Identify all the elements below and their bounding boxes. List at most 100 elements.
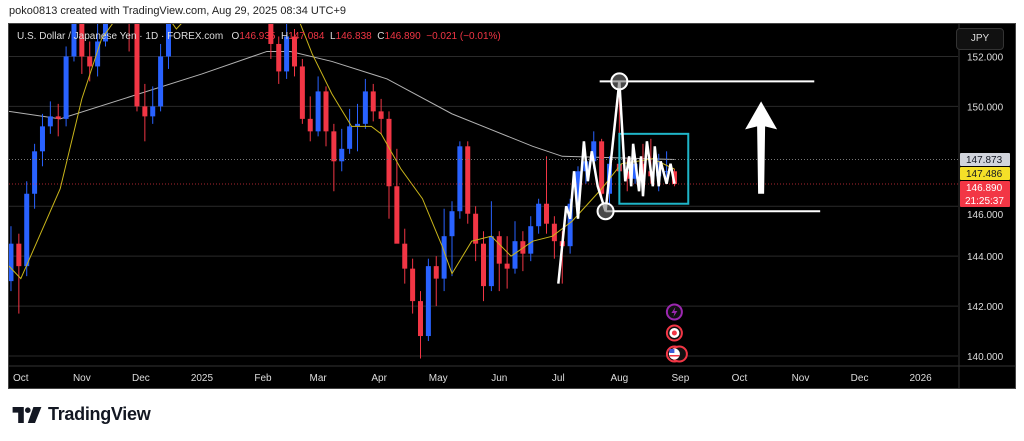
time-tick-label: Dec [132, 373, 150, 384]
candle-body [457, 146, 463, 212]
candle [520, 231, 526, 272]
price-tick-label: 140.000 [967, 352, 1004, 363]
candle-body [9, 243, 14, 282]
price-label-bg [960, 166, 1010, 180]
time-tick-label: 2026 [909, 373, 932, 384]
drawn-price-path [557, 81, 676, 284]
candle-body [512, 241, 518, 269]
candle [465, 141, 471, 224]
up-arrow[interactable] [745, 101, 778, 194]
candle [315, 76, 321, 137]
us-flag-icon[interactable] [665, 345, 688, 363]
time-tick-label: Aug [610, 373, 628, 384]
pivot-circle[interactable] [610, 72, 629, 91]
pivot-circle[interactable] [596, 202, 615, 221]
open-label: O [231, 31, 240, 42]
candle [16, 233, 22, 314]
candle-body [95, 41, 101, 67]
candle [291, 28, 297, 77]
candle [457, 141, 463, 219]
candle-body [315, 91, 321, 132]
candle-body [417, 301, 423, 337]
countdown-text: 21:25:37 [965, 196, 1004, 207]
candle-body [32, 151, 38, 194]
candle [417, 291, 423, 359]
candle-body [47, 116, 53, 127]
chart-panel[interactable]: 147.873 147.486 146.890 21:25:37 140.000 142.… [8, 23, 1016, 389]
range-box[interactable] [618, 132, 690, 205]
candle [95, 24, 101, 77]
candle-body [347, 126, 353, 149]
candle-body [591, 141, 597, 162]
price-label-text: 147.486 [966, 169, 1003, 180]
candle [284, 24, 290, 79]
candle-body [433, 266, 439, 279]
candle [362, 78, 368, 129]
candle [441, 208, 447, 292]
candle [134, 24, 140, 112]
time-tick-label: Nov [73, 373, 91, 384]
candle [410, 258, 416, 314]
candle-body [339, 148, 345, 162]
candle-body [551, 223, 557, 242]
candle [32, 143, 38, 209]
red-dot-event-icon[interactable] [665, 324, 683, 342]
candle-body [158, 56, 164, 107]
candle [544, 156, 550, 234]
candle-body [481, 243, 486, 287]
candle [79, 24, 85, 74]
candle [128, 24, 130, 52]
candle-body [441, 236, 447, 279]
lightning-icon[interactable] [665, 303, 683, 321]
price-tick-label: 144.000 [967, 252, 1004, 263]
candle-body [567, 203, 573, 247]
candle [39, 113, 45, 167]
candle-body [544, 203, 550, 224]
time-tick-label: Oct [732, 373, 748, 384]
candle-body [465, 146, 471, 214]
flag-stripe [669, 355, 680, 357]
close-label: C [377, 31, 385, 42]
candle [378, 98, 384, 134]
currency-button[interactable]: JPY [956, 28, 1004, 50]
candle-body [410, 268, 416, 302]
time-tick-label: 2025 [191, 373, 214, 384]
candle-body [165, 24, 171, 57]
candle [528, 216, 534, 262]
time-tick-label: Sep [671, 373, 689, 384]
candle-body [496, 236, 502, 264]
candle-body [528, 226, 534, 254]
candle-body [284, 36, 290, 72]
symbol-title[interactable]: U.S. Dollar / Japanese Yen · 1D · FOREX.… [17, 31, 224, 42]
price-label-badge: 146.890 21:25:37 [960, 180, 1010, 207]
tradingview-logo-icon [12, 406, 42, 423]
candle [47, 101, 53, 134]
candle-body [370, 91, 376, 112]
price-chart[interactable]: 147.873 147.486 146.890 21:25:37 140.000 142.… [9, 24, 1015, 388]
price-label-badge: 147.486 [960, 166, 1010, 180]
time-tick-label: Jun [491, 373, 507, 384]
candle-body [664, 171, 670, 173]
price-label-bg [960, 152, 1010, 166]
candle-body [425, 266, 431, 337]
candle [488, 201, 494, 292]
candle-body [134, 24, 140, 107]
candle-body [449, 211, 455, 237]
candle [370, 83, 376, 122]
time-tick-label: Feb [254, 373, 272, 384]
candle-body [378, 111, 384, 119]
candle [433, 256, 439, 307]
time-tick-label: Jul [552, 373, 565, 384]
price-label-text: 147.873 [966, 155, 1003, 166]
flag-canton [669, 349, 675, 353]
candle-body [354, 123, 360, 127]
change-value: −0.021 (−0.01%) [426, 31, 501, 42]
candle [331, 123, 337, 192]
ma-slow-line [9, 50, 675, 160]
price-tick-label: 146.000 [967, 210, 1004, 221]
candle [347, 108, 353, 154]
candle [496, 231, 502, 292]
price-label-bg [960, 180, 1010, 207]
candle [339, 128, 345, 172]
plot-area [9, 24, 958, 363]
